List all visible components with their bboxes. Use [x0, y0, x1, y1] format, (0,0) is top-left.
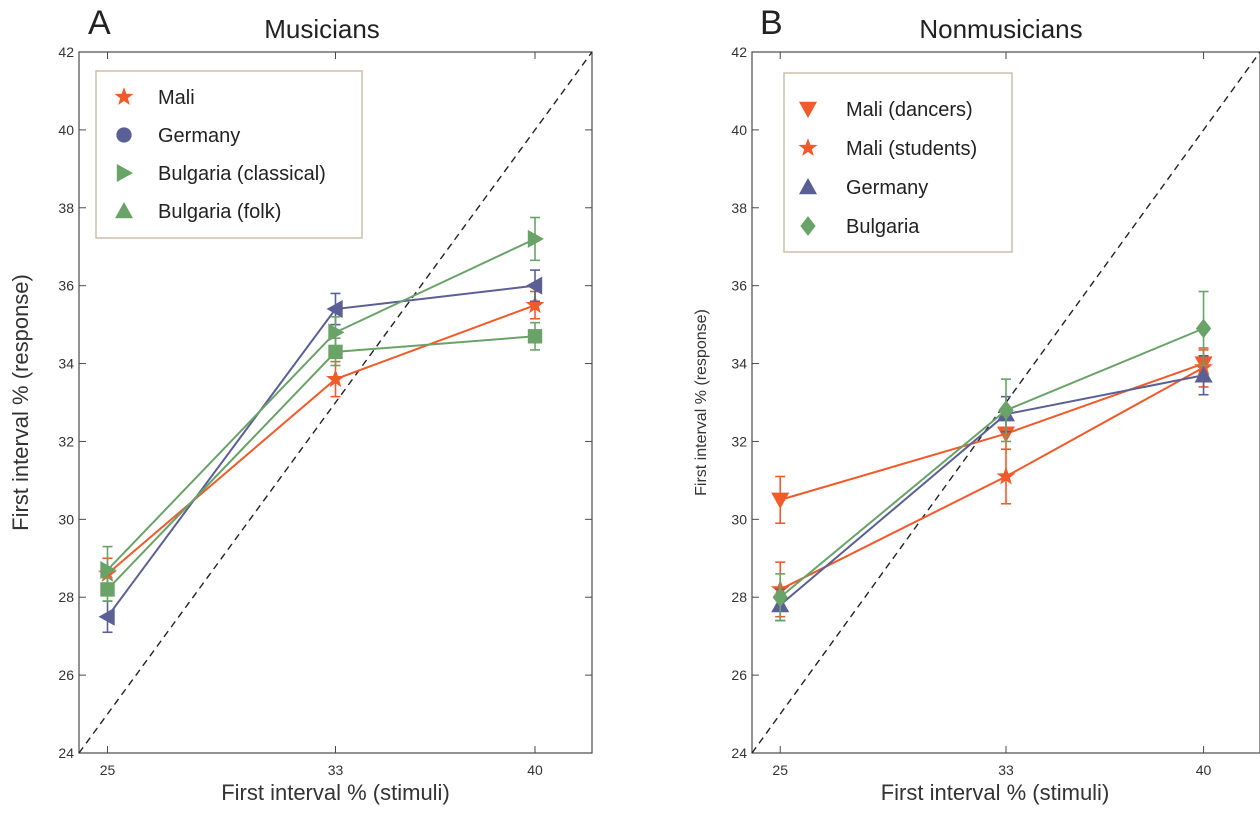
legend-symbol: [800, 216, 816, 236]
legend-label: Bulgaria (classical): [158, 163, 326, 185]
data-point: [328, 323, 345, 342]
series-line: [106, 335, 536, 591]
legend-label: Germany: [846, 177, 928, 199]
y-tick-label: 32: [731, 433, 747, 449]
legend-symbol: [799, 178, 817, 195]
legend-symbol: [799, 101, 817, 118]
data-point: [98, 607, 115, 626]
y-tick-label: 28: [58, 589, 74, 605]
legend-symbol: [116, 127, 132, 143]
data-point: [328, 344, 343, 360]
series-mali-dancers: [771, 349, 1213, 525]
legend-frame: [95, 70, 363, 239]
panel-b: B Nonmusicians 24 26 28 30 32 34 36 38 40 42 25 33 40 F…: [693, 4, 1260, 805]
panel-letter: B: [760, 4, 783, 42]
series-bulgaria-folk: [100, 321, 543, 602]
x-axis-label: First interval % (stimuli): [881, 780, 1110, 805]
series-bulgaria-classical: [100, 216, 544, 595]
y-tick-label: 30: [731, 511, 747, 527]
x-axis-label: First interval % (stimuli): [221, 780, 450, 805]
y-tick-label: 38: [58, 200, 74, 216]
data-point: [526, 276, 543, 295]
panel-title: Musicians: [264, 14, 380, 44]
series-mali: [98, 290, 545, 591]
x-tick-label: 25: [100, 762, 116, 778]
x-tick-label: 40: [527, 762, 543, 778]
x-tick-label: 33: [998, 762, 1014, 778]
series-germany: [771, 354, 1213, 622]
y-tick-label: 36: [58, 278, 74, 294]
y-tick-label: 26: [731, 667, 747, 683]
panel-letter: A: [88, 4, 111, 42]
series-line: [779, 366, 1205, 591]
identity-line: [78, 51, 593, 754]
legend-label: Mali (dancers): [846, 99, 973, 121]
series-line: [779, 362, 1204, 501]
series-line: [779, 374, 1204, 606]
panel-a: A Musicians 24 26 28 30 32 34 36 38 40 42 25 33 40 Firs…: [8, 4, 593, 805]
legend-frame: [783, 72, 1013, 253]
legend: Mali (dancers) Mali (students) Germany Bulg…: [783, 72, 1013, 253]
series-line: [106, 304, 536, 575]
data-point: [525, 295, 545, 314]
series-bulgaria: [772, 290, 1212, 622]
legend: Mali Germany Bulgaria (classical) Bulgaria …: [95, 70, 363, 239]
legend-symbol: [798, 138, 818, 157]
legend-symbol: [114, 87, 134, 106]
legend-label: Mali: [158, 87, 195, 109]
data-point: [326, 369, 345, 388]
legend-label: Germany: [158, 125, 240, 147]
legend-symbol: [116, 164, 133, 182]
y-tick-label: 42: [731, 44, 747, 60]
y-tick-label: 24: [731, 745, 747, 761]
data-point: [1194, 366, 1213, 383]
data-point: [326, 300, 343, 319]
x-tick-label: 33: [328, 762, 344, 778]
data-point: [1195, 318, 1212, 339]
data-point: [100, 560, 117, 579]
legend-label: Bulgaria: [846, 216, 920, 238]
y-tick-label: 24: [58, 745, 74, 761]
legend-symbol: [115, 202, 133, 219]
panel-title: Nonmusicians: [919, 14, 1082, 44]
data-point: [998, 400, 1014, 421]
y-tick-label: 38: [731, 200, 747, 216]
y-tick-label: 28: [731, 589, 747, 605]
y-axis-label: First interval % (response): [8, 274, 33, 531]
legend-label: Bulgaria (folk): [158, 201, 281, 223]
y-tick-label: 32: [58, 433, 74, 449]
data-point: [996, 466, 1016, 485]
y-tick-label: 40: [731, 122, 747, 138]
y-tick-label: 36: [731, 278, 747, 294]
data-point: [772, 587, 788, 608]
series-germany: [98, 269, 543, 634]
y-tick-label: 26: [58, 667, 74, 683]
data-point: [527, 329, 543, 344]
data-point: [527, 229, 544, 248]
y-tick-label: 40: [58, 122, 74, 138]
y-tick-label: 30: [58, 511, 74, 527]
y-tick-label: 34: [731, 356, 747, 372]
data-point: [100, 582, 115, 597]
series-line: [106, 284, 536, 618]
y-axis-label: First interval % (response): [693, 309, 710, 496]
x-tick-label: 25: [772, 762, 788, 778]
legend-label: Mali (students): [846, 138, 977, 160]
data-point: [771, 492, 790, 509]
y-tick-label: 34: [58, 356, 74, 372]
x-tick-label: 40: [1196, 762, 1212, 778]
y-tick-label: 42: [58, 44, 74, 60]
